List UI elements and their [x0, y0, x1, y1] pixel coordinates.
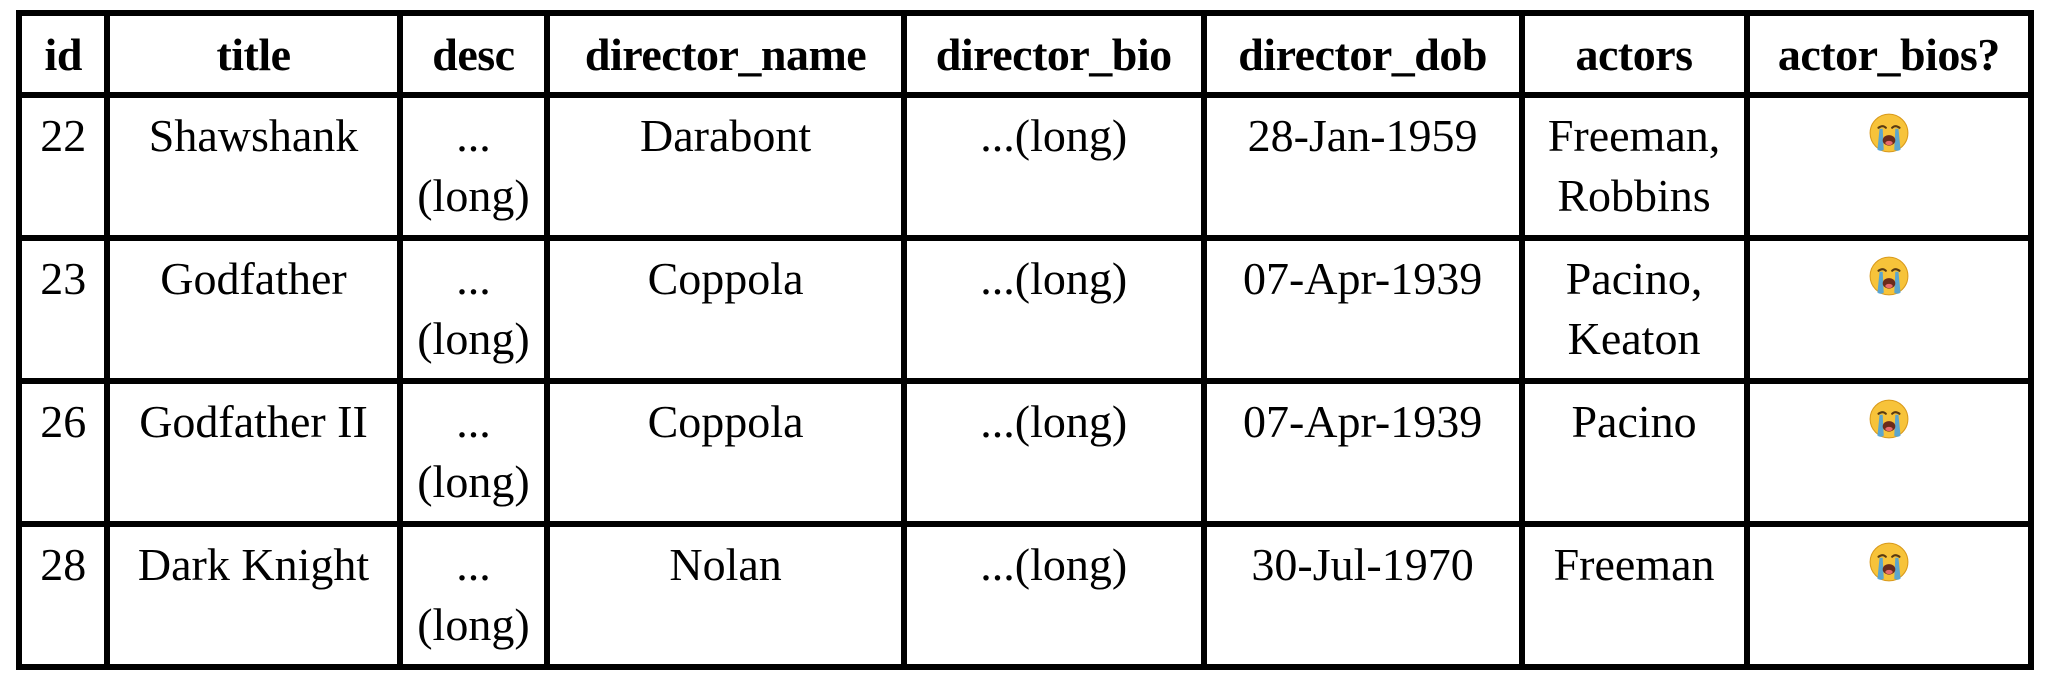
- cell-actors-line1: Pacino: [1571, 396, 1697, 447]
- cell-desc-line2: (long): [417, 313, 530, 364]
- cell-title: Godfather: [110, 241, 397, 378]
- cell-desc-line1: ...: [456, 396, 491, 447]
- table-row: 22 Shawshank ... (long) Darabont ...(lon…: [22, 98, 2028, 235]
- cell-actors-line1: Freeman,: [1547, 110, 1721, 161]
- cell-id: 23: [22, 241, 105, 378]
- cell-actors: Pacino, Keaton: [1524, 241, 1744, 378]
- cell-actor-bios: [1749, 527, 2028, 664]
- column-header-actor-bios: actor_bios?: [1749, 16, 2028, 92]
- cell-title: Godfather II: [110, 384, 397, 521]
- cell-desc: ... (long): [402, 98, 545, 235]
- cell-desc: ... (long): [402, 241, 545, 378]
- loudly-crying-face-icon: [1868, 255, 1910, 297]
- cell-actor-bios: [1749, 384, 2028, 521]
- cell-director-name: Coppola: [550, 384, 901, 521]
- cell-director-bio: ...(long): [906, 384, 1201, 521]
- cell-desc: ... (long): [402, 384, 545, 521]
- cell-desc-line1: ...: [456, 539, 491, 590]
- cell-desc-line2: (long): [417, 170, 530, 221]
- column-header-title: title: [110, 16, 397, 92]
- cell-actors-line1: Freeman: [1553, 539, 1715, 590]
- column-header-desc: desc: [402, 16, 545, 92]
- cell-id: 26: [22, 384, 105, 521]
- movies-table-frame: id title desc director_name director_bio…: [16, 10, 2034, 670]
- cell-desc-line1: ...: [456, 110, 491, 161]
- cell-actors: Pacino: [1524, 384, 1744, 521]
- column-header-director-name: director_name: [550, 16, 901, 92]
- cell-director-bio: ...(long): [906, 98, 1201, 235]
- header-row: id title desc director_name director_bio…: [22, 16, 2028, 92]
- loudly-crying-face-icon: [1868, 541, 1910, 583]
- cell-id: 28: [22, 527, 105, 664]
- cell-director-name: Darabont: [550, 98, 901, 235]
- cell-director-bio: ...(long): [906, 527, 1201, 664]
- cell-director-dob: 28-Jan-1959: [1206, 98, 1519, 235]
- cell-desc: ... (long): [402, 527, 545, 664]
- loudly-crying-face-icon: [1868, 398, 1910, 440]
- crying-face-svg: [1869, 399, 1909, 439]
- column-header-director-bio: director_bio: [906, 16, 1201, 92]
- crying-face-svg: [1869, 113, 1909, 153]
- cell-actors-line2: Keaton: [1567, 313, 1701, 364]
- cell-director-bio: ...(long): [906, 241, 1201, 378]
- cell-id: 22: [22, 98, 105, 235]
- loudly-crying-face-icon: [1868, 112, 1910, 154]
- cell-director-dob: 07-Apr-1939: [1206, 384, 1519, 521]
- column-header-director-dob: director_dob: [1206, 16, 1519, 92]
- cell-actors-line2: Robbins: [1557, 170, 1711, 221]
- cell-actor-bios: [1749, 98, 2028, 235]
- cell-title: Shawshank: [110, 98, 397, 235]
- cell-desc-line2: (long): [417, 456, 530, 507]
- crying-face-svg: [1869, 256, 1909, 296]
- cell-desc-line2: (long): [417, 599, 530, 650]
- table-row: 23 Godfather ... (long) Coppola ...(long…: [22, 241, 2028, 378]
- cell-actor-bios: [1749, 241, 2028, 378]
- movies-table: id title desc director_name director_bio…: [16, 10, 2034, 670]
- cell-desc-line1: ...: [456, 253, 491, 304]
- cell-actors-line1: Pacino,: [1565, 253, 1703, 304]
- cell-director-dob: 30-Jul-1970: [1206, 527, 1519, 664]
- table-row: 26 Godfather II ... (long) Coppola ...(l…: [22, 384, 2028, 521]
- cell-title: Dark Knight: [110, 527, 397, 664]
- table-row: 28 Dark Knight ... (long) Nolan ...(long…: [22, 527, 2028, 664]
- cell-actors: Freeman: [1524, 527, 1744, 664]
- cell-director-dob: 07-Apr-1939: [1206, 241, 1519, 378]
- column-header-id: id: [22, 16, 105, 92]
- crying-face-svg: [1869, 542, 1909, 582]
- column-header-actors: actors: [1524, 16, 1744, 92]
- cell-director-name: Nolan: [550, 527, 901, 664]
- cell-director-name: Coppola: [550, 241, 901, 378]
- cell-actors: Freeman, Robbins: [1524, 98, 1744, 235]
